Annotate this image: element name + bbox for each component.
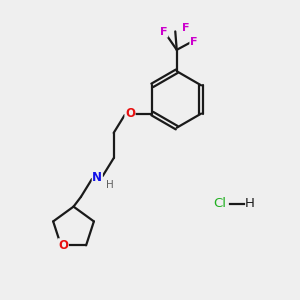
Text: N: N: [92, 171, 102, 184]
Text: H: H: [244, 197, 254, 210]
Text: O: O: [58, 239, 68, 252]
Text: O: O: [125, 107, 135, 120]
Text: F: F: [190, 37, 197, 46]
Text: H: H: [106, 180, 114, 190]
Text: Cl: Cl: [213, 197, 226, 210]
Text: F: F: [160, 27, 168, 37]
Text: F: F: [182, 23, 189, 33]
